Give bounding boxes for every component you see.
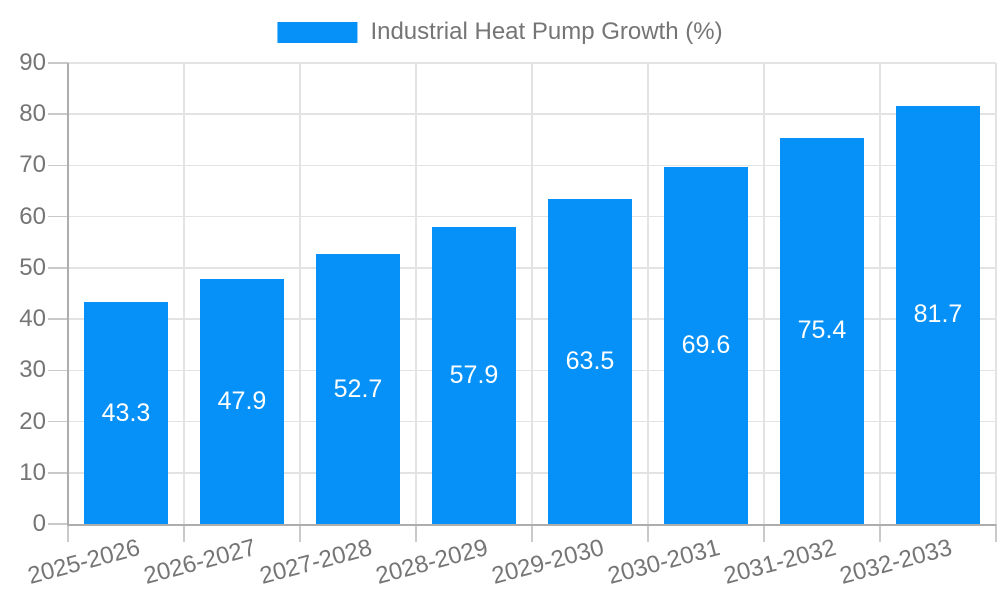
y-axis-tick-label: 70	[19, 151, 46, 179]
y-axis-tick	[48, 523, 68, 525]
y-axis-tick	[48, 420, 68, 423]
bar-value-label: 63.5	[565, 346, 615, 375]
y-axis-tick-label: 40	[19, 305, 46, 333]
y-axis-tick	[48, 215, 68, 218]
x-axis-tick	[299, 524, 301, 542]
v-gridline	[995, 63, 997, 524]
bar[interactable]: 69.6	[664, 167, 748, 524]
v-gridline	[763, 63, 765, 524]
bar[interactable]: 47.9	[200, 278, 284, 524]
y-axis-tick	[48, 369, 68, 372]
x-axis-tick	[647, 524, 649, 542]
x-axis-tick	[415, 524, 417, 542]
x-axis-tick	[67, 524, 69, 542]
bar-value-label: 81.7	[913, 300, 963, 329]
x-axis-category-label: 2030-2031	[605, 534, 723, 590]
y-axis-tick	[48, 267, 68, 269]
x-axis-category-label: 2029-2030	[489, 534, 607, 590]
x-axis-tick	[183, 524, 185, 542]
v-gridline	[647, 63, 649, 524]
y-axis-tick	[48, 472, 68, 474]
x-axis-category-label: 2027-2028	[257, 534, 375, 590]
y-axis-tick-label: 50	[19, 253, 46, 281]
x-axis-tick	[531, 524, 533, 542]
bar[interactable]: 57.9	[432, 227, 516, 524]
y-axis-tick-label: 60	[19, 202, 46, 230]
bar[interactable]: 81.7	[896, 105, 980, 524]
x-axis-category-label: 2026-2027	[141, 534, 259, 590]
bar[interactable]: 43.3	[84, 302, 168, 524]
v-gridline	[531, 63, 533, 524]
legend[interactable]: Industrial Heat Pump Growth (%)	[277, 18, 723, 46]
y-axis-line	[66, 63, 69, 526]
bar[interactable]: 75.4	[780, 137, 864, 524]
x-axis-category-label: 2032-2033	[837, 534, 955, 590]
x-axis-tick	[879, 524, 881, 542]
y-axis-tick	[48, 113, 68, 115]
bar-value-label: 69.6	[681, 331, 731, 360]
x-axis-tick	[995, 524, 997, 542]
bar-value-label: 43.3	[101, 398, 151, 427]
v-gridline	[299, 63, 301, 524]
y-axis-tick-label: 0	[32, 510, 46, 537]
bar-value-label: 57.9	[449, 361, 499, 390]
bar[interactable]: 52.7	[316, 254, 400, 524]
y-axis-tick-label: 20	[19, 407, 46, 435]
y-axis-tick	[48, 164, 68, 167]
bar-value-label: 52.7	[333, 374, 383, 403]
bar-value-label: 47.9	[217, 386, 267, 415]
x-axis-tick	[763, 524, 765, 542]
y-axis-tick-label: 10	[19, 458, 46, 486]
y-axis-tick-label: 90	[19, 49, 46, 76]
y-axis-tick	[48, 318, 68, 320]
bar[interactable]: 63.5	[548, 198, 632, 524]
v-gridline	[415, 63, 417, 524]
bar-value-label: 75.4	[797, 316, 847, 345]
y-axis-tick-label: 80	[19, 100, 46, 128]
x-axis-category-label: 2025-2026	[25, 534, 143, 590]
v-gridline	[183, 63, 185, 524]
x-axis-category-label: 2028-2029	[373, 534, 491, 590]
x-axis-category-label: 2031-2032	[721, 534, 839, 590]
x-axis-line	[66, 524, 996, 526]
v-gridline	[879, 63, 881, 524]
y-axis-tick	[48, 62, 68, 64]
legend-swatch	[277, 21, 358, 43]
y-axis-tick-label: 30	[19, 356, 46, 384]
legend-label: Industrial Heat Pump Growth (%)	[370, 18, 723, 45]
